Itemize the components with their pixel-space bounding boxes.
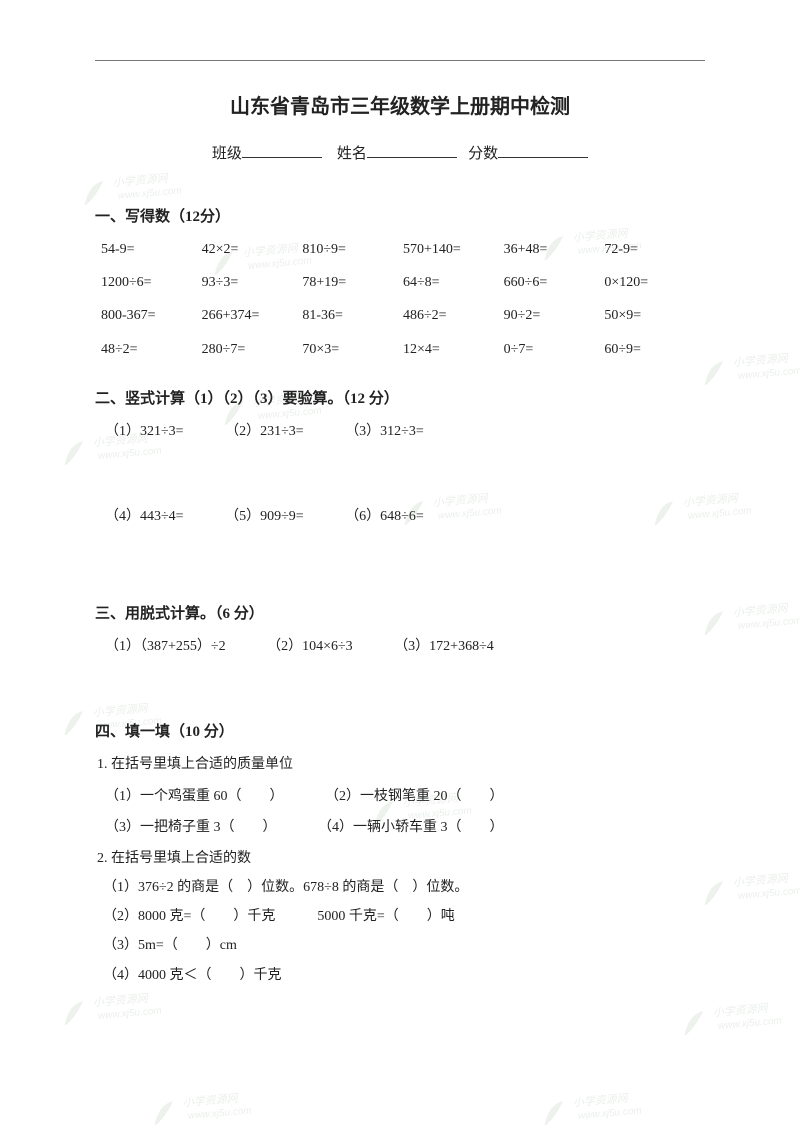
s4-q1-row1: （1）一个鸡蛋重 60（ ） （2）一枝钢笔重 20（ ） (105, 784, 705, 809)
s4-q1-c: （3）一把椅子重 3（ ） (105, 815, 277, 840)
score-label: 分数 (468, 146, 498, 162)
student-info-line: 班级 姓名 分数 (95, 141, 705, 168)
s1-item: 266+374= (202, 303, 303, 328)
watermark: 小学资源网www.xj5u.com (698, 865, 800, 925)
s3-item: （3）172+368÷4 (394, 634, 494, 659)
s2-item: （5）909÷9= (225, 504, 304, 529)
s1-item: 50×9= (604, 303, 705, 328)
s1-item: 48÷2= (101, 337, 202, 362)
s1-item: 1200÷6= (101, 270, 202, 295)
s1-item: 54-9= (101, 237, 202, 262)
s4-q2-a: （1）376÷2 的商是（ ）位数。678÷8 的商是（ ）位数。 (103, 875, 705, 900)
s1-item: 70×3= (302, 337, 403, 362)
s2-item: （2）231÷3= (225, 419, 304, 444)
watermark: 小学资源网www.xj5u.com (678, 995, 800, 1055)
watermark: 小学资源网www.xj5u.com (698, 595, 800, 655)
s4-q1-stem: 1. 在括号里填上合适的质量单位 (97, 752, 705, 777)
s1-item: 800-367= (101, 303, 202, 328)
s1-item: 78+19= (302, 270, 403, 295)
section-2-heading: 二、竖式计算（1）（2）（3）要验算。（12 分） (95, 386, 705, 413)
section-3-heading: 三、用脱式计算。（6 分） (95, 601, 705, 628)
exam-title: 山东省青岛市三年级数学上册期中检测 (95, 89, 705, 125)
s2-item: （4）443÷4= (105, 504, 184, 529)
s1-item: 42×2= (202, 237, 303, 262)
watermark: 小学资源网www.xj5u.com (538, 1085, 662, 1145)
s1-item: 36+48= (504, 237, 605, 262)
s2-item: （6）648÷6= (345, 504, 424, 529)
section-1-heading: 一、写得数（12分） (95, 204, 705, 231)
s1-item: 90÷2= (504, 303, 605, 328)
s1-item: 660÷6= (504, 270, 605, 295)
s2-item: （1）321÷3= (105, 419, 184, 444)
s1-item: 810÷9= (302, 237, 403, 262)
s1-item: 280÷7= (202, 337, 303, 362)
s4-q2-c: （3）5m=（ ）cm (103, 933, 705, 958)
s1-item: 81-36= (302, 303, 403, 328)
watermark: 小学资源网www.xj5u.com (148, 1085, 272, 1145)
section-2-row1: （1）321÷3= （2）231÷3= （3）312÷3= (105, 419, 705, 444)
s4-q1-row2: （3）一把椅子重 3（ ） （4）一辆小轿车重 3（ ） (105, 815, 705, 840)
name-blank[interactable] (367, 142, 457, 159)
s4-q1-b: （2）一枝钢笔重 20（ ） (325, 784, 504, 809)
watermark: 小学资源网www.xj5u.com (58, 985, 182, 1045)
s4-q2-b: （2）8000 克=（ ）千克 5000 千克=（ ）吨 (103, 904, 705, 929)
s4-q2-d: （4）4000 克＜（ ）千克 (103, 963, 705, 988)
s1-item: 12×4= (403, 337, 504, 362)
s4-q2-stem: 2. 在括号里填上合适的数 (97, 846, 705, 871)
s1-item: 72-9= (604, 237, 705, 262)
s4-q1-d: （4）一辆小轿车重 3（ ） (318, 815, 504, 840)
section-3-row: （1）（387+255）÷2 （2）104×6÷3 （3）172+368÷4 (105, 634, 705, 659)
section-4-heading: 四、填一填（10 分） (95, 719, 705, 746)
s2-item: （3）312÷3= (345, 419, 424, 444)
s1-item: 60÷9= (604, 337, 705, 362)
s3-item: （1）（387+255）÷2 (105, 634, 226, 659)
section-2-row2: （4）443÷4= （5）909÷9= （6）648÷6= (105, 504, 705, 529)
s1-item: 486÷2= (403, 303, 504, 328)
s1-item: 64÷8= (403, 270, 504, 295)
section-1-grid: 54-9= 42×2= 810÷9= 570+140= 36+48= 72-9=… (101, 237, 705, 362)
s1-item: 570+140= (403, 237, 504, 262)
watermark: 小学资源网www.xj5u.com (698, 345, 800, 405)
class-blank[interactable] (242, 142, 322, 159)
s3-item: （2）104×6÷3 (267, 634, 353, 659)
name-label: 姓名 (337, 146, 367, 162)
class-label: 班级 (212, 146, 242, 162)
score-blank[interactable] (498, 142, 588, 159)
s1-item: 0×120= (604, 270, 705, 295)
s1-item: 93÷3= (202, 270, 303, 295)
top-rule (95, 60, 705, 61)
s1-item: 0÷7= (504, 337, 605, 362)
s4-q1-a: （1）一个鸡蛋重 60（ ） (105, 784, 284, 809)
